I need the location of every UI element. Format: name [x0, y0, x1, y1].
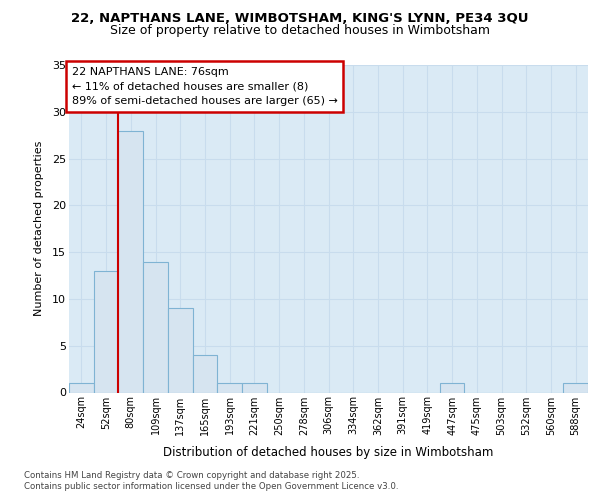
Text: 22 NAPTHANS LANE: 76sqm
← 11% of detached houses are smaller (8)
89% of semi-det: 22 NAPTHANS LANE: 76sqm ← 11% of detache… [71, 66, 337, 106]
Bar [242, 383, 267, 392]
X-axis label: Distribution of detached houses by size in Wimbotsham: Distribution of detached houses by size … [163, 446, 494, 459]
Text: Contains public sector information licensed under the Open Government Licence v3: Contains public sector information licen… [24, 482, 398, 491]
Bar [69, 383, 94, 392]
Y-axis label: Number of detached properties: Number of detached properties [34, 141, 44, 316]
Text: Contains HM Land Registry data © Crown copyright and database right 2025.: Contains HM Land Registry data © Crown c… [24, 471, 359, 480]
Bar [143, 262, 168, 392]
Bar [94, 271, 118, 392]
Text: Size of property relative to detached houses in Wimbotsham: Size of property relative to detached ho… [110, 24, 490, 37]
Bar [217, 383, 242, 392]
Bar [563, 383, 588, 392]
Bar [440, 383, 464, 392]
Text: 22, NAPTHANS LANE, WIMBOTSHAM, KING'S LYNN, PE34 3QU: 22, NAPTHANS LANE, WIMBOTSHAM, KING'S LY… [71, 12, 529, 26]
Bar [168, 308, 193, 392]
Bar [118, 130, 143, 392]
Bar [193, 355, 217, 393]
